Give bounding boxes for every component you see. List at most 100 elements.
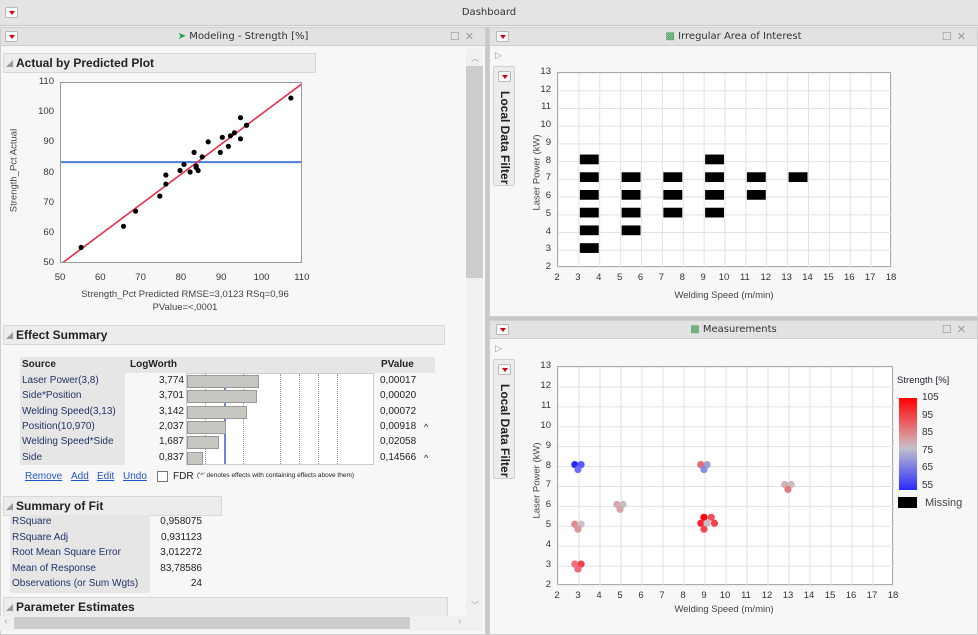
abp-xlabel: Strength_Pct Predicted RMSE=3,0123 RSq=0… (81, 289, 289, 300)
close-icon[interactable]: ✕ (956, 30, 971, 43)
scroll-down-icon[interactable]: ﹀ (471, 601, 479, 610)
x-tick-label: 12 (760, 272, 772, 283)
effect-summary-header-row: Source LogWorth PValue (20, 357, 435, 373)
logworth-bar-chart (186, 373, 374, 465)
y-tick-label: 4 (545, 225, 551, 237)
fit-row: Observations (or Sum Wgts) 24 (12, 578, 212, 593)
y-tick-label: 7 (545, 172, 551, 184)
actual-by-predicted-header[interactable]: Actual by Predicted Plot (3, 53, 316, 73)
col-logworth: LogWorth (130, 359, 178, 370)
scroll-up-icon[interactable]: ︿ (471, 54, 479, 63)
undo-link[interactable]: Undo (123, 471, 147, 482)
close-icon[interactable]: ✕ (956, 323, 971, 336)
x-tick-label: 110 (294, 272, 310, 283)
disclosure-icon[interactable] (6, 332, 13, 339)
y-tick-label: 60 (43, 227, 54, 238)
dashboard-titlebar: Dashboard (0, 0, 978, 26)
fit-label: RSquare (12, 516, 52, 527)
scroll-left-icon[interactable]: ‹ (4, 617, 8, 627)
effect-pvalue: 0,00918 (380, 420, 417, 432)
effect-row[interactable]: Welding Speed*Side 1,687 0,02058 (20, 435, 450, 450)
actual-by-predicted-plot[interactable] (60, 82, 302, 263)
fit-value: 0,958075 (160, 516, 202, 527)
y-tick-label: 9 (545, 136, 551, 148)
x-tick-label: 2 (554, 590, 560, 601)
effect-row[interactable]: Side*Position 3,701 0,00020 (20, 389, 450, 404)
disclosure-icon[interactable] (6, 604, 13, 611)
legend-tick-label: 95 (922, 409, 934, 421)
horizontal-scroll-thumb[interactable] (14, 617, 410, 629)
effect-row[interactable]: Position(10,970) 2,037 0,00918 ^ (20, 420, 450, 435)
local-data-filter-label: Local Data Filter (498, 384, 512, 478)
source-col-bg (20, 373, 125, 465)
horizontal-scrollbar[interactable]: ‹ › (0, 616, 483, 631)
legend-tick-label: 105 (922, 392, 939, 403)
scroll-right-icon[interactable]: › (458, 617, 462, 627)
splitter-horizontal[interactable] (489, 317, 978, 320)
x-tick-label: 7 (659, 590, 665, 601)
irregular-panel-title: Irregular Area of Interest (678, 31, 802, 42)
dashboard-title: Dashboard (461, 7, 517, 18)
disclosure-icon[interactable] (6, 60, 13, 67)
irregular-plot[interactable] (557, 72, 893, 269)
add-link[interactable]: Add (71, 471, 89, 482)
filter-menu-button[interactable] (498, 364, 511, 375)
y-tick-label: 8 (545, 154, 551, 166)
effect-actions: Remove Add Edit Undo FDR ('^' denotes ef… (25, 471, 455, 485)
x-tick-label: 13 (781, 272, 792, 283)
effect-row[interactable]: Side 0,837 0,14566 ^ (20, 451, 450, 466)
y-tick-label: 90 (43, 136, 54, 148)
maximize-icon[interactable]: ☐ (941, 323, 957, 336)
effect-logworth: 0,837 (158, 451, 184, 463)
measurements-menu-button[interactable] (496, 324, 509, 335)
vertical-scroll-thumb[interactable] (466, 66, 483, 278)
summary-of-fit-header[interactable]: Summary of Fit (3, 496, 222, 516)
maximize-icon[interactable]: ☐ (941, 30, 957, 43)
effect-row[interactable]: Laser Power(3,8) 3,774 0,00017 (20, 374, 450, 389)
dashboard-menu-button[interactable] (5, 7, 18, 18)
effect-summary-header[interactable]: Effect Summary (3, 325, 445, 345)
x-tick-label: 6 (638, 590, 644, 601)
y-tick-label: 6 (545, 190, 551, 202)
x-tick-label: 10 (718, 272, 730, 283)
effect-logworth: 3,774 (158, 375, 184, 386)
y-tick-label: 9 (545, 439, 551, 451)
irregular-menu-button[interactable] (496, 31, 509, 42)
vertical-scrollbar[interactable]: ︿ ﹀ (466, 48, 483, 616)
expand-filter-icon[interactable]: ▷ (495, 51, 502, 61)
measurements-plot[interactable] (557, 366, 895, 587)
modeling-panel-title: Modeling - Strength [%] (189, 31, 309, 42)
y-tick-label: 3 (545, 559, 551, 571)
splitter-vertical[interactable] (486, 27, 489, 635)
legend-tick-label: 65 (922, 462, 934, 474)
logworth-bar (187, 420, 226, 434)
x-tick-label: 8 (680, 590, 686, 601)
y-tick-label: 12 (540, 379, 551, 391)
fdr-checkbox[interactable] (157, 471, 168, 482)
missing-label: Missing (925, 497, 963, 509)
local-data-filter-tab[interactable]: Local Data Filter (493, 66, 515, 186)
maximize-icon[interactable]: ☐ (449, 30, 465, 43)
close-icon[interactable]: ✕ (464, 30, 479, 43)
y-tick-label: 100 (38, 106, 54, 118)
parameter-estimates-header[interactable]: Parameter Estimates (3, 597, 448, 617)
legend-title: Strength [%] (897, 375, 950, 386)
x-tick-label: 15 (823, 272, 834, 283)
logworth-bar (187, 390, 258, 404)
x-tick-label: 14 (802, 272, 813, 283)
remove-link[interactable]: Remove (25, 471, 63, 482)
fit-value: 83,78586 (160, 562, 202, 574)
x-tick-label: 15 (824, 590, 836, 601)
disclosure-icon[interactable] (6, 503, 13, 510)
local-data-filter-tab[interactable]: Local Data Filter (493, 359, 515, 479)
filter-menu-button[interactable] (498, 71, 511, 82)
modeling-menu-button[interactable] (5, 31, 18, 42)
y-tick-label: 11 (541, 101, 551, 113)
expand-filter-icon[interactable]: ▷ (495, 344, 502, 354)
effect-row[interactable]: Welding Speed(3,13) 3,142 0,00072 (20, 405, 450, 420)
x-tick-label: 6 (637, 272, 644, 283)
x-tick-label: 16 (845, 590, 857, 601)
legend-tick-label: 75 (922, 444, 934, 456)
y-tick-label: 2 (545, 261, 551, 272)
edit-link[interactable]: Edit (97, 471, 115, 482)
